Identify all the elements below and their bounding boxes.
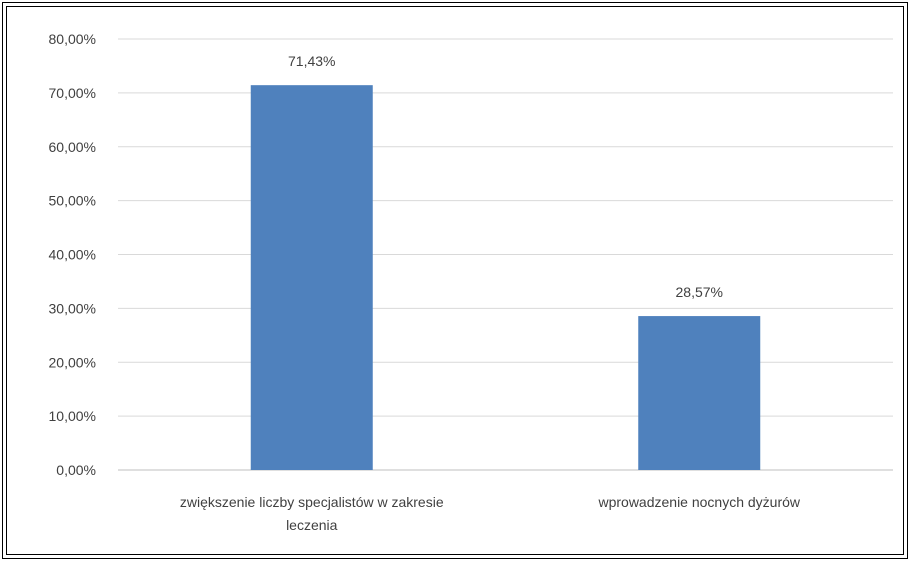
y-tick-label: 60,00% [49, 139, 96, 155]
data-label: 71,43% [288, 53, 335, 69]
bar [250, 85, 373, 471]
data-label: 28,57% [676, 284, 723, 300]
y-tick-label: 20,00% [49, 354, 96, 370]
x-tick-label: wprowadzenie nocnych dyżurów [597, 494, 800, 510]
x-tick-label: leczenia [286, 517, 338, 533]
y-tick-label: 70,00% [49, 85, 96, 101]
y-tick-label: 10,00% [49, 408, 96, 424]
y-tick-label: 80,00% [49, 31, 96, 47]
y-tick-label: 40,00% [49, 247, 96, 263]
bar [638, 316, 761, 470]
y-tick-label: 50,00% [49, 193, 96, 209]
y-tick-label: 30,00% [49, 300, 96, 316]
y-tick-label: 0,00% [56, 462, 96, 478]
x-tick-label: zwiększenie liczby specjalistów w zakres… [180, 494, 444, 510]
chart-border-inner [6, 6, 904, 555]
